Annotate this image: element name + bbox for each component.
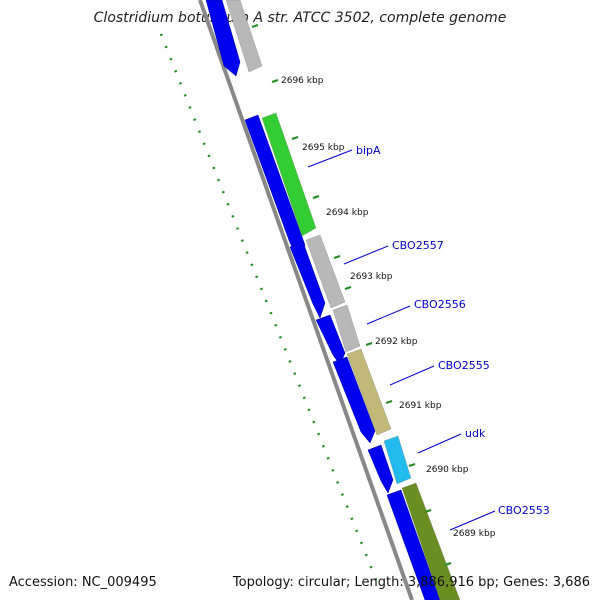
gray-feature [225, 0, 263, 73]
kbp-label: 2693 kbp [350, 272, 393, 282]
kbp-label: 2694 kbp [326, 208, 369, 218]
cds-arrow [289, 241, 326, 319]
olive-feature [401, 482, 461, 600]
cds-arrow [386, 489, 441, 600]
gene-labels: bipA CBO2557 CBO2556 CBO2555 udk CBO2553 [356, 144, 550, 517]
blue-cds-track [205, 0, 441, 600]
gene-label-CBO2553: CBO2553 [498, 504, 550, 517]
gene-label-udk: udk [465, 427, 486, 440]
kbp-labels: 2696 kbp 2695 kbp 2694 kbp 2693 kbp 2692… [281, 76, 496, 539]
kbp-label: 2691 kbp [399, 401, 442, 411]
gray-feature [305, 234, 346, 309]
cds-arrow [205, 0, 241, 77]
backbone-line [198, 0, 414, 600]
kbp-label: 2689 kbp [453, 529, 496, 539]
green-feature [261, 112, 317, 237]
gene-label-CBO2557: CBO2557 [392, 239, 444, 252]
kbp-label: 2695 kbp [302, 143, 345, 153]
page-title: Clostridium botulinum A str. ATCC 3502, … [93, 10, 507, 26]
gene-leaders [307, 149, 496, 531]
gene-label-CBO2556: CBO2556 [414, 298, 466, 311]
kbp-label: 2690 kbp [426, 465, 469, 475]
kbp-label: 2692 kbp [375, 337, 418, 347]
gray-feature [332, 304, 361, 353]
cds-arrow [332, 356, 376, 444]
genome-summary-text: Topology: circular; Length: 3,886,916 bp… [232, 575, 590, 590]
gene-label-bipA: bipA [356, 144, 381, 157]
cyan-feature [383, 435, 412, 485]
cds-arrow [367, 444, 394, 494]
khaki-feature [346, 348, 392, 436]
scale-ticks [251, 24, 452, 566]
accession-text: Accession: NC_009495 [9, 575, 157, 590]
kbp-label: 2696 kbp [281, 76, 324, 86]
feature-track [225, 0, 461, 600]
gene-label-CBO2555: CBO2555 [438, 359, 490, 372]
